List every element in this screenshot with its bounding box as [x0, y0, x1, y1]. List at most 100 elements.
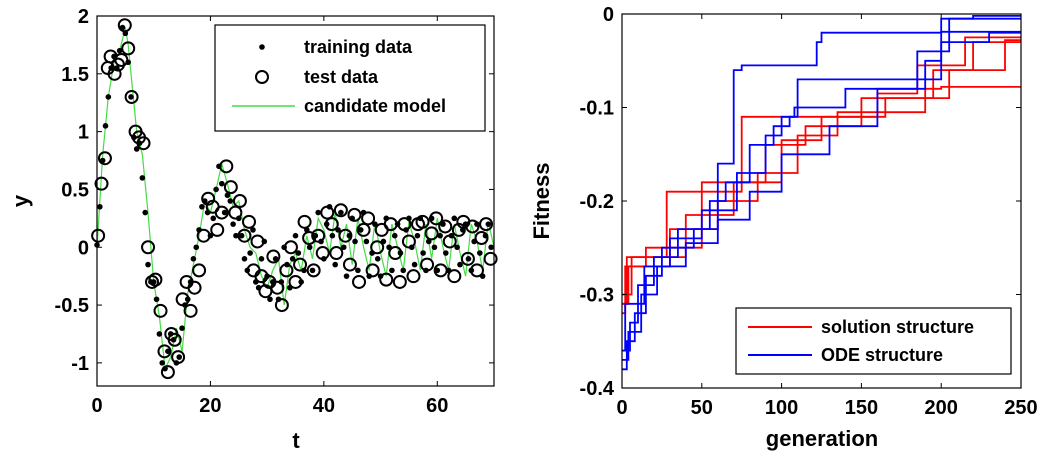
left-training-point [139, 175, 146, 181]
left-training-point [309, 267, 316, 274]
left-test-point [352, 274, 367, 289]
left-test-point [383, 217, 398, 232]
left-training-point [454, 244, 460, 251]
left-training-point [142, 209, 149, 216]
left-training-point [485, 221, 492, 227]
left-test-point [306, 263, 321, 278]
left-test-point [420, 257, 435, 272]
left-training-point [340, 244, 347, 251]
left-training-point [105, 94, 112, 100]
left-training-point [434, 267, 441, 274]
left-training-point [230, 221, 236, 227]
left-training-point [145, 261, 151, 268]
left-test-point [97, 151, 112, 166]
right-xtick-label: 250 [1004, 397, 1037, 419]
left-test-point [171, 350, 186, 365]
left-training-point [176, 354, 183, 360]
left-test-point [297, 214, 312, 229]
right-plot: 0 50 100 150 200 250 0 -0.1 -0.2 -0.3 -0.4 Fitness… [529, 4, 1038, 451]
left-test-point [293, 257, 308, 272]
left-legend-box [214, 24, 486, 132]
left-test-point [187, 280, 202, 295]
left-test-point [451, 222, 466, 237]
left-test-point [424, 226, 439, 241]
legend-training-marker [259, 44, 265, 50]
legend-ode-label: ODE structure [821, 345, 943, 365]
left-training-point [179, 325, 185, 331]
left-training-point [213, 186, 219, 193]
left-training-point [97, 203, 103, 210]
right-legend-box [735, 307, 1012, 375]
left-training-point [315, 209, 321, 216]
left-test-point [270, 280, 285, 295]
left-test-point [379, 272, 394, 287]
left-training-point [193, 244, 200, 251]
left-training-point [306, 244, 313, 251]
left-test-point [136, 136, 151, 151]
left-ytick-label: -1 [71, 353, 89, 375]
right-series-line-7 [622, 17, 1021, 352]
left-test-point [107, 66, 122, 81]
right-xtick-label: 100 [765, 397, 798, 419]
left-training-point [411, 261, 418, 268]
left-test-point [114, 52, 129, 67]
right-xtick-label: 200 [925, 397, 958, 419]
right-legend: solution structure ODE structure [735, 307, 1012, 375]
left-ytick-label: 1.5 [61, 64, 89, 86]
left-training-point [389, 267, 395, 274]
left-training-point [218, 180, 225, 187]
left-test-point [324, 217, 339, 232]
left-training-point [414, 232, 421, 239]
left-training-point [420, 250, 426, 256]
left-test-point [479, 217, 494, 232]
left-test-point [219, 159, 234, 174]
right-xtick-label: 150 [845, 397, 878, 419]
left-training-point [457, 261, 463, 268]
left-training-point [437, 232, 443, 239]
left-training-point [150, 279, 157, 285]
right-ytick-label: -0.3 [580, 285, 614, 307]
left-ytick-label: -0.5 [55, 295, 89, 317]
left-test-point [167, 332, 182, 347]
left-training-point [442, 250, 449, 256]
left-training-point [128, 94, 134, 100]
left-xtick-label: 0 [91, 395, 102, 417]
left-test-point [315, 246, 330, 261]
left-training-point [241, 256, 248, 262]
left-test-point [192, 263, 207, 278]
left-test-point [469, 263, 484, 278]
left-test-point [250, 234, 265, 249]
legend-training-label: training data [304, 37, 413, 57]
left-training-point [227, 198, 234, 204]
left-test-point [283, 240, 298, 255]
left-test-point [153, 303, 168, 318]
left-ytick-label: 1 [78, 122, 89, 144]
left-legend: training data test data candidate model [214, 24, 486, 132]
left-test-point [274, 298, 289, 313]
right-ytick-label: -0.2 [580, 191, 614, 213]
left-test-point [429, 211, 444, 226]
left-test-point [329, 246, 344, 261]
left-training-point [156, 331, 163, 337]
left-training-point [465, 256, 472, 262]
left-test-point [465, 219, 480, 234]
left-xtick-label: 40 [313, 395, 335, 417]
left-test-point [365, 263, 380, 278]
left-test-point [232, 194, 247, 208]
legend-model-label: candidate model [304, 96, 446, 116]
left-test-point [196, 228, 211, 243]
left-test-point [401, 234, 416, 249]
left-ytick-label: 0.5 [61, 179, 89, 201]
left-test-point [157, 344, 172, 359]
left-xtick-label: 20 [199, 395, 221, 417]
right-ytick-label: -0.1 [580, 98, 614, 120]
left-test-point [160, 365, 175, 380]
left-training-point [295, 250, 302, 256]
left-test-point [214, 205, 229, 220]
left-test-point [388, 246, 403, 261]
left-training-point [363, 238, 370, 245]
left-test-point [356, 222, 371, 237]
left-test-point [433, 263, 448, 278]
left-training-point [431, 244, 438, 251]
left-training-point [247, 250, 253, 256]
